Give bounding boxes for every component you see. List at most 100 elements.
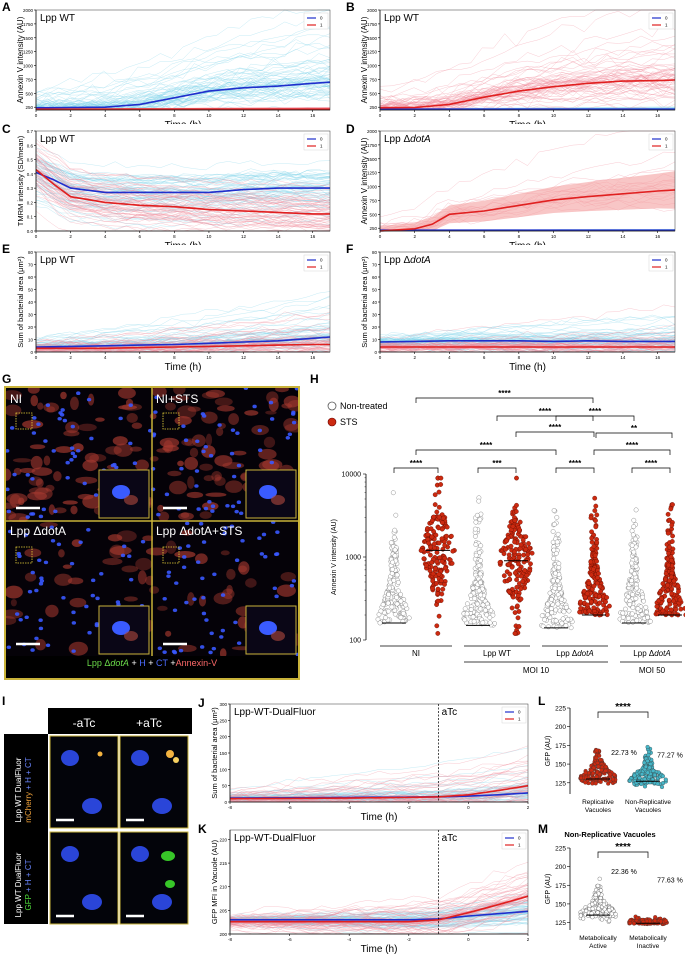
annexin-signal	[24, 572, 37, 582]
annexin-signal	[6, 493, 28, 504]
trace-line	[35, 169, 331, 191]
data-point	[551, 556, 557, 562]
y-tick-label: 100	[219, 767, 227, 772]
trace-line	[35, 348, 330, 353]
x-tick-label: 4	[448, 113, 451, 118]
trace-line	[35, 344, 331, 352]
trace-line	[35, 142, 331, 189]
data-point	[628, 921, 633, 926]
series-mean-line-1	[379, 79, 676, 109]
trace-line	[229, 877, 529, 919]
x-tick-label: 12	[241, 234, 247, 239]
trace-line	[35, 329, 331, 348]
series-mean-line-1	[379, 189, 676, 232]
data-point	[516, 555, 522, 560]
swarm-group	[461, 495, 497, 628]
data-point	[434, 623, 440, 629]
g-tile-label-dota-sts: Lpp ΔdotA+STS	[156, 524, 243, 538]
group-label-line2: Vacuoles	[585, 807, 612, 814]
trace-line	[35, 343, 331, 353]
trace-line	[35, 77, 331, 110]
trace-line	[229, 901, 529, 919]
zoom-region	[162, 546, 180, 564]
data-point	[665, 530, 671, 536]
x-tick-label: 12	[586, 234, 592, 239]
annexin-signal	[70, 396, 79, 411]
nucleus	[201, 449, 206, 454]
legend-box	[303, 133, 329, 151]
group-label-wt: Lpp WT	[483, 649, 511, 658]
trace-line	[229, 918, 529, 927]
annexin-signal	[34, 487, 53, 500]
y-tick-label: 2000	[367, 8, 378, 13]
data-point	[442, 582, 447, 587]
trace-line	[35, 163, 331, 183]
data-point	[514, 502, 519, 508]
data-point	[386, 592, 391, 597]
trace-line	[35, 185, 331, 212]
trace-line	[229, 902, 529, 920]
nucleus	[50, 539, 56, 543]
data-point	[506, 552, 512, 558]
chart-title: Non-Replicative Vacuoles	[564, 830, 655, 839]
data-point	[396, 588, 401, 594]
nucleus	[223, 526, 228, 530]
data-point	[598, 757, 603, 762]
y-tick-label: 250	[369, 226, 377, 231]
data-point	[586, 585, 591, 590]
data-point	[539, 613, 545, 619]
x-tick-label: 12	[241, 113, 247, 118]
nucleus	[269, 417, 275, 421]
trace-line	[35, 154, 331, 201]
y-tick-label: 30	[28, 313, 34, 318]
trace-line	[380, 338, 676, 352]
trace-line	[35, 166, 331, 190]
nucleus	[56, 542, 62, 547]
trace-line	[35, 160, 330, 182]
trace-line	[229, 771, 529, 795]
nucleus	[174, 581, 179, 585]
data-point	[515, 593, 521, 598]
trace-line	[229, 786, 529, 798]
i-label-column	[4, 734, 48, 924]
nucleus	[17, 554, 22, 559]
trace-line	[229, 906, 529, 934]
data-point	[468, 593, 474, 598]
data-point	[518, 586, 524, 592]
nucleus	[211, 646, 217, 651]
nucleus	[186, 544, 191, 548]
i-mcherry-signal	[97, 751, 103, 757]
legend: 01	[501, 706, 527, 724]
annexin-signal	[237, 616, 248, 629]
data-point	[504, 538, 509, 544]
trace-line	[35, 169, 331, 198]
data-point	[473, 533, 478, 539]
trace-line	[35, 335, 331, 349]
data-point	[421, 556, 427, 562]
trace-line	[35, 176, 331, 200]
data-point	[584, 591, 590, 597]
trace-line	[379, 339, 676, 350]
zoom-region	[15, 412, 33, 430]
significance-label: ****	[615, 702, 631, 713]
data-point	[641, 598, 646, 604]
trace-line	[379, 63, 676, 108]
significance-label: ****	[615, 842, 631, 853]
swarm-group	[617, 507, 653, 625]
data-point	[589, 539, 595, 545]
trace-line	[35, 162, 331, 187]
trace-line	[229, 776, 529, 797]
nucleus	[164, 492, 170, 497]
data-point	[473, 552, 479, 558]
chart-title: Lpp ΔdotA	[384, 134, 431, 145]
trace-line	[35, 65, 331, 107]
data-point	[434, 581, 439, 586]
data-point	[601, 902, 607, 907]
microscopy-i: -aTc +aTc Lpp WT DualFluor mCherry + H +…	[4, 708, 192, 948]
nucleus	[72, 454, 78, 459]
data-point	[440, 586, 446, 592]
nucleus	[38, 581, 44, 586]
data-point	[385, 600, 391, 606]
data-point	[437, 555, 443, 561]
annexin-signal	[135, 459, 149, 471]
